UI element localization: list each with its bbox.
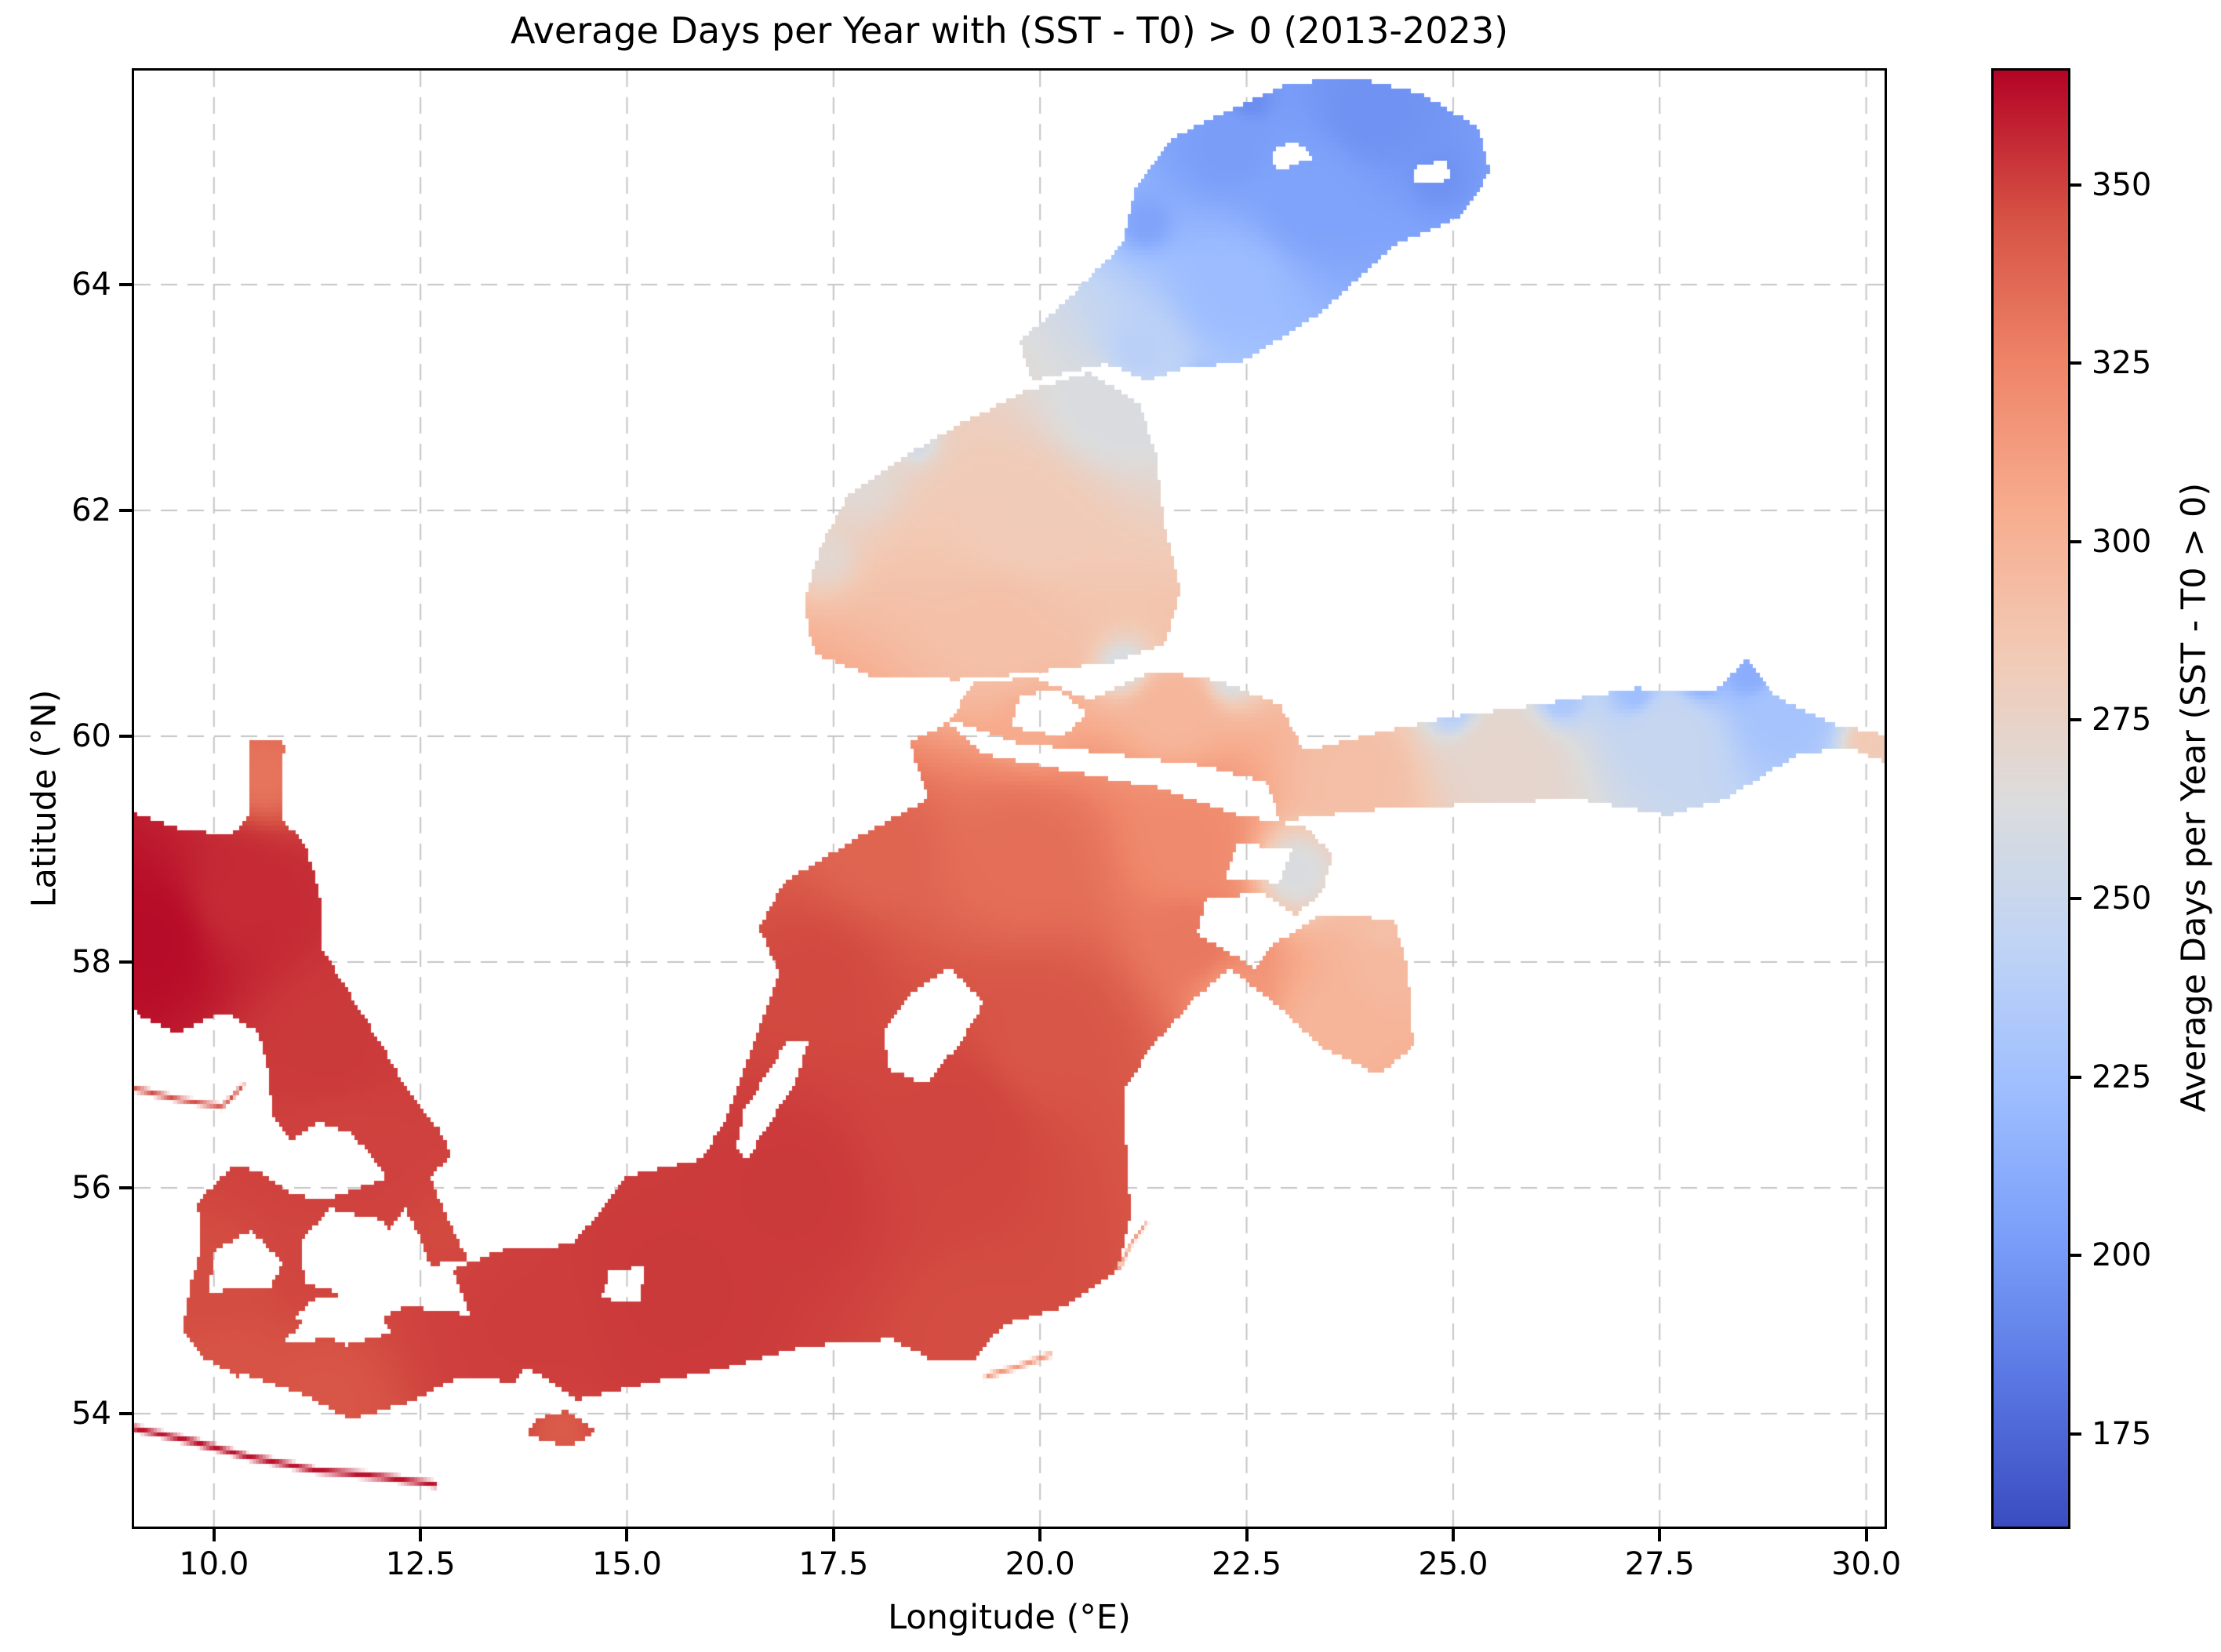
colorbar-tick-label: 250 xyxy=(2092,880,2152,917)
x-tick-mark xyxy=(625,1529,629,1541)
colorbar-tick-mark xyxy=(2070,1432,2081,1436)
x-tick-label: 27.5 xyxy=(1624,1546,1695,1582)
x-tick-mark xyxy=(1864,1529,1868,1541)
x-tick-label: 17.5 xyxy=(798,1546,869,1582)
x-tick-label: 25.0 xyxy=(1418,1546,1489,1582)
y-tick-mark xyxy=(119,1412,132,1415)
baltic-sea-heatmap-canvas xyxy=(134,71,1885,1527)
colorbar-tick-label: 325 xyxy=(2092,345,2152,382)
y-tick-mark xyxy=(119,960,132,964)
x-tick-label: 15.0 xyxy=(591,1546,662,1582)
x-tick-mark xyxy=(1451,1529,1455,1541)
y-tick-label: 62 xyxy=(71,492,111,529)
x-tick-label: 30.0 xyxy=(1831,1546,1902,1582)
colorbar-tick-mark xyxy=(2070,361,2081,365)
x-tick-label: 10.0 xyxy=(179,1546,249,1582)
colorbar-tick-label: 225 xyxy=(2092,1058,2152,1095)
y-axis-label: Latitude (°N) xyxy=(24,689,64,908)
colorbar-label: Average Days per Year (SST - T0 > 0) xyxy=(2174,482,2214,1113)
colorbar-tick-mark xyxy=(2070,1254,2081,1258)
y-tick-label: 64 xyxy=(71,267,111,303)
colorbar-gradient-canvas xyxy=(1994,71,2068,1527)
colorbar-tick-mark xyxy=(2070,896,2081,900)
x-tick-label: 20.0 xyxy=(1005,1546,1075,1582)
x-tick-mark xyxy=(1245,1529,1249,1541)
y-tick-label: 54 xyxy=(71,1396,111,1432)
colorbar-tick-label: 275 xyxy=(2092,702,2152,739)
x-tick-mark xyxy=(419,1529,423,1541)
x-tick-mark xyxy=(1038,1529,1042,1541)
y-tick-mark xyxy=(119,283,132,287)
x-tick-mark xyxy=(1658,1529,1662,1541)
colorbar-tick-label: 300 xyxy=(2092,523,2152,560)
y-tick-label: 58 xyxy=(71,944,111,980)
chart-title: Average Days per Year with (SST - T0) > … xyxy=(510,9,1509,52)
colorbar-tick-mark xyxy=(2070,718,2081,722)
plot-area xyxy=(132,68,1887,1529)
colorbar-tick-label: 175 xyxy=(2092,1415,2152,1452)
colorbar-tick-label: 200 xyxy=(2092,1237,2152,1274)
colorbar-tick-label: 350 xyxy=(2092,166,2152,203)
x-tick-label: 12.5 xyxy=(385,1546,456,1582)
colorbar xyxy=(1991,68,2070,1529)
y-tick-mark xyxy=(119,1186,132,1189)
y-tick-mark xyxy=(119,509,132,513)
y-tick-label: 56 xyxy=(71,1170,111,1206)
x-tick-mark xyxy=(212,1529,216,1541)
y-tick-label: 60 xyxy=(71,718,111,754)
colorbar-tick-mark xyxy=(2070,539,2081,543)
y-tick-mark xyxy=(119,735,132,738)
x-tick-label: 22.5 xyxy=(1212,1546,1282,1582)
colorbar-tick-mark xyxy=(2070,1075,2081,1079)
colorbar-tick-mark xyxy=(2070,183,2081,187)
x-axis-label: Longitude (°E) xyxy=(888,1598,1131,1637)
x-tick-mark xyxy=(831,1529,835,1541)
